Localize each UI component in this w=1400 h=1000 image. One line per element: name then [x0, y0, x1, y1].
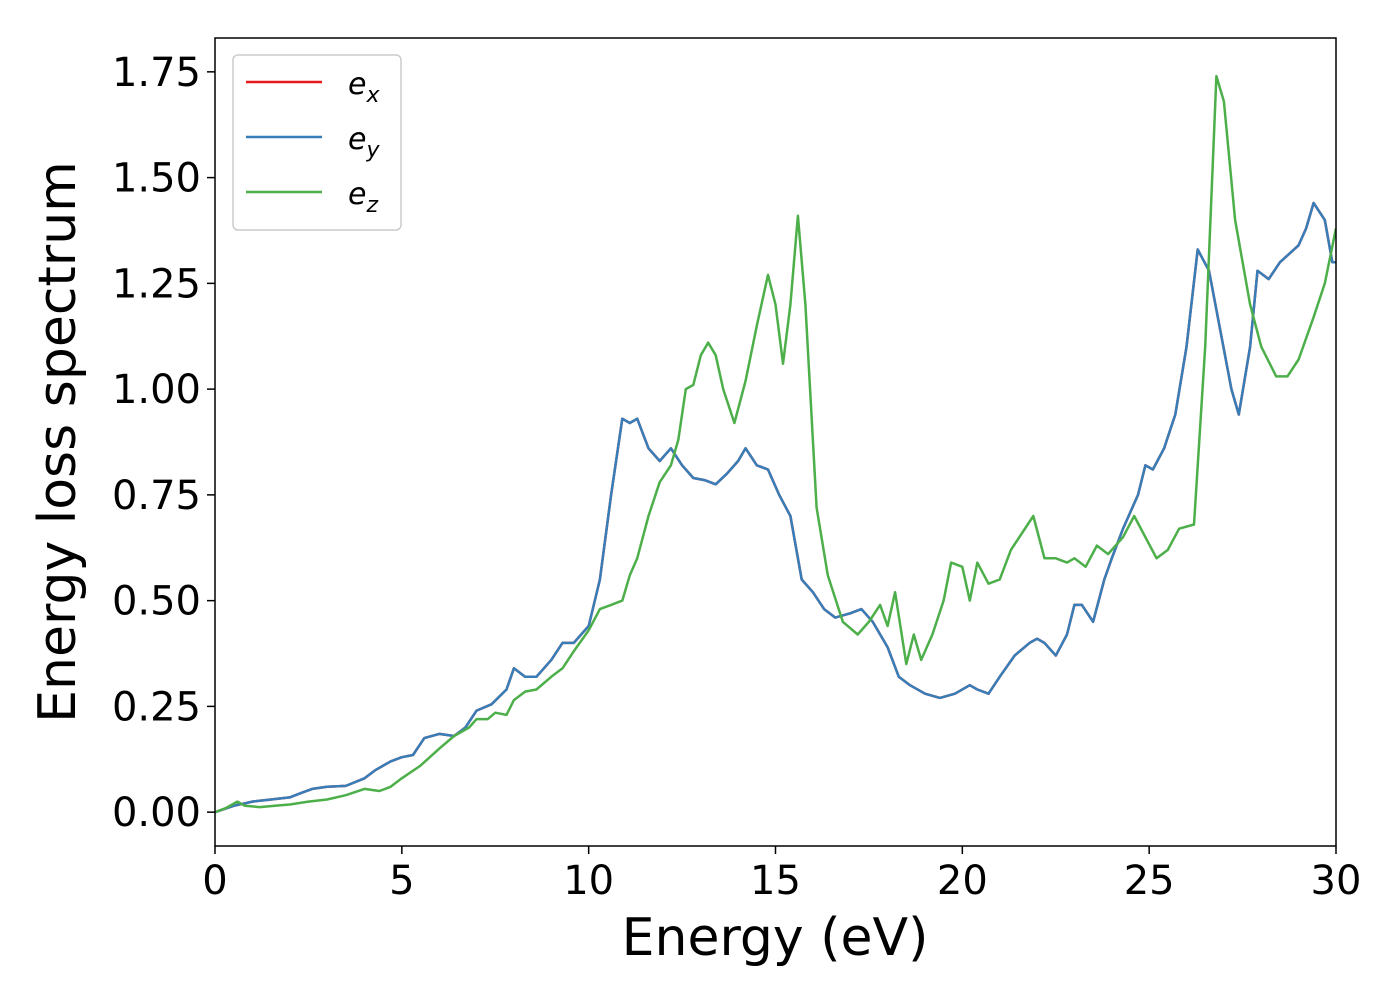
x-axis: 0 5 10 15 20 25 30 [202, 846, 1361, 904]
x-tick-label: 25 [1124, 858, 1175, 904]
y-tick-label: 0.25 [112, 684, 201, 730]
legend-label-sub: z [365, 193, 378, 218]
legend-label-base: e [348, 177, 366, 212]
legend-label-base: e [348, 67, 366, 102]
y-tick-label: 0.00 [112, 790, 201, 836]
legend-label: ex [348, 67, 380, 108]
y-tick-label: 1.50 [112, 156, 201, 202]
legend-label-sub: x [365, 83, 380, 108]
y-tick-label: 1.25 [112, 261, 201, 307]
x-tick-label: 10 [563, 858, 614, 904]
x-tick-label: 15 [750, 858, 801, 904]
series-line-e-z [215, 74, 1336, 814]
y-axis-title: Energy loss spectrum [28, 161, 88, 723]
series-layer [215, 74, 1336, 814]
y-axis: 0.00 0.25 0.50 0.75 1.00 1.25 1.50 1.75 [112, 50, 215, 836]
y-tick-label: 1.00 [112, 367, 201, 413]
x-tick-label: 20 [937, 858, 988, 904]
series-line-e-y [215, 201, 1336, 814]
legend-label-base: e [348, 122, 366, 157]
x-tick-label: 0 [202, 858, 227, 904]
x-axis-title: Energy (eV) [622, 908, 929, 968]
y-tick-label: 0.50 [112, 579, 201, 625]
x-tick-label: 30 [1311, 858, 1362, 904]
y-tick-label: 1.75 [112, 50, 201, 96]
legend-box [232, 54, 402, 231]
legend-label: ey [348, 122, 380, 163]
x-tick-label: 5 [389, 858, 414, 904]
legend-label-sub: y [365, 138, 380, 163]
series-line-e-x [215, 201, 1336, 814]
y-tick-label: 0.75 [112, 473, 201, 519]
legend-label: ez [348, 177, 378, 218]
